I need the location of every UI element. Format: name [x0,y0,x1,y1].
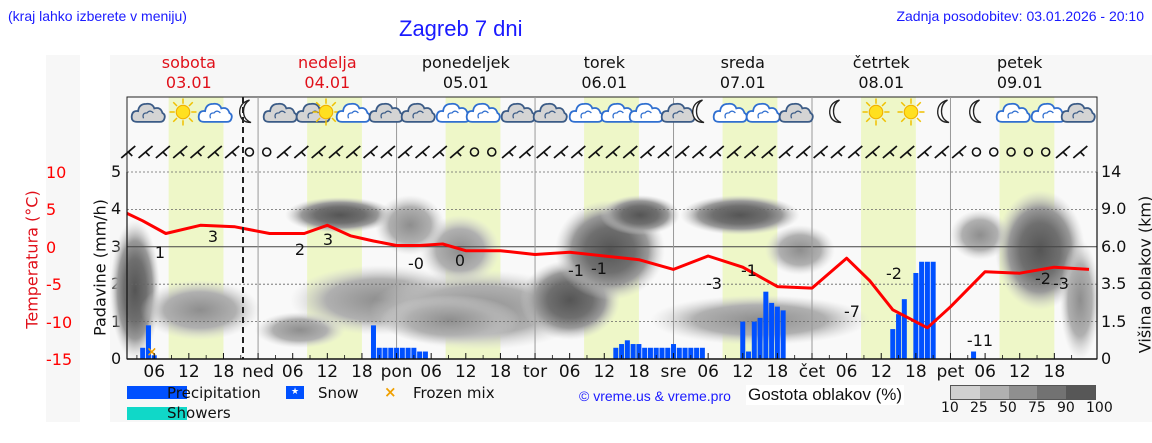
svg-text:-2: -2 [1035,269,1051,288]
svg-text:12: 12 [178,362,200,382]
legend-showers-label: Showers [167,404,231,422]
cloud-density-tick: 90 [1057,400,1075,416]
svg-text:06: 06 [559,362,581,382]
svg-text:12: 12 [732,362,754,382]
legend-snow-label: Snow [318,384,359,402]
temperature-tick: 0 [46,237,57,257]
svg-text:tor: tor [523,362,547,382]
sun-icon [896,97,926,127]
svg-text:06: 06 [420,362,442,382]
svg-text:18: 18 [1044,362,1066,382]
left-margin-panel [46,55,80,422]
day-name: ponedeljek [421,53,510,72]
svg-text:0: 0 [455,251,465,270]
svg-text:3: 3 [208,227,218,246]
temperature-tick: -5 [46,275,62,295]
svg-text:2: 2 [295,240,305,259]
svg-text:1: 1 [155,243,165,262]
day-name: petek [997,53,1043,72]
svg-text:18: 18 [351,362,373,382]
svg-text:18: 18 [628,362,650,382]
copyright-link[interactable]: © vreme.us & vreme.pro [579,388,731,404]
cloud-density-tick: 25 [970,400,988,416]
svg-text:12: 12 [870,362,892,382]
cloud-height-tick: 6.0 [1101,236,1127,256]
day-date: 05.01 [442,73,489,92]
svg-text:06: 06 [697,362,719,382]
precip-tick: 0 [111,349,122,368]
day-name: sreda [720,53,765,72]
cloud-density-label: Gostota oblakov (%) [746,385,905,405]
day-date: 09.01 [996,73,1043,92]
day-date: 08.01 [858,73,905,92]
day-name: sobota [161,53,216,72]
legend-frozen-mix-label: Frozen mix [413,384,495,402]
last-update: Zadnja posodobitev: 03.01.2026 - 20:10 [896,8,1144,24]
svg-text:×: × [146,345,157,360]
cloud-height-tick: 9.0 [1101,199,1127,219]
cloud-density-tick: 75 [1028,400,1046,416]
svg-text:-1: -1 [591,259,607,278]
temperature-tick: 10 [46,163,67,182]
day-name: torek [583,53,625,72]
svg-text:18: 18 [213,362,235,382]
cloud-density-tick: 10 [941,400,959,416]
cloud-density-tick: 100 [1086,400,1113,416]
region-hint-link[interactable]: (kraj lahko izberete v meniju) [8,8,187,24]
svg-text:-2: -2 [886,264,902,283]
svg-text:12: 12 [316,362,338,382]
svg-text:pet: pet [937,362,965,382]
svg-text:-1: -1 [741,261,757,280]
day-name: četrtek [852,53,910,72]
svg-text:18: 18 [905,362,927,382]
svg-text:pon: pon [381,362,413,382]
legend-precipitation-label: Precipitation [167,384,261,402]
temperature-tick: -10 [46,312,73,332]
svg-text:06: 06 [836,362,858,382]
svg-text:18: 18 [490,362,512,382]
svg-text:sre: sre [661,362,687,382]
precip-tick: 4 [111,199,122,219]
precip-tick: 5 [111,162,122,181]
page-title: Zagreb 7 dni [399,16,523,41]
svg-text:06: 06 [143,362,165,382]
cloud-density-tick: 50 [999,400,1017,416]
svg-text:čet: čet [799,362,826,382]
cloud-height-tick: 3.5 [1101,274,1127,294]
svg-text:12: 12 [1009,362,1031,382]
day-date: 07.01 [719,73,766,92]
day-date: 04.01 [304,73,351,92]
svg-text:06: 06 [282,362,304,382]
snow-icon: ★ [286,386,304,399]
legend-precipitation-swatch [127,386,187,399]
sun-icon [861,97,891,127]
frozen-mix-icon: × [384,383,397,401]
svg-text:-3: -3 [706,274,722,293]
temperature-tick: 5 [46,200,57,220]
svg-text:-7: -7 [844,302,860,321]
svg-text:ned: ned [242,362,274,382]
day-date: 06.01 [581,73,628,92]
svg-text:12: 12 [593,362,615,382]
svg-text:18: 18 [767,362,789,382]
sun-icon [168,97,198,127]
cloud-density-scale [950,385,1096,400]
legend-showers-swatch [127,407,187,420]
svg-text:-1: -1 [568,261,584,280]
svg-text:-0: -0 [408,254,424,273]
cloud-height-tick: 14 [1101,162,1122,181]
temperature-tick: -15 [46,350,73,369]
cloud-height-tick: 1.5 [1101,311,1127,331]
svg-text:12: 12 [455,362,477,382]
sun-icon [311,97,341,127]
day-date: 03.01 [165,73,212,92]
cloud-height-tick: 0 [1101,349,1112,368]
svg-text:-3: -3 [1053,274,1069,293]
svg-text:06: 06 [974,362,996,382]
svg-text:-11: -11 [967,331,993,350]
svg-text:3: 3 [323,230,333,249]
day-name: nedelja [297,53,357,72]
